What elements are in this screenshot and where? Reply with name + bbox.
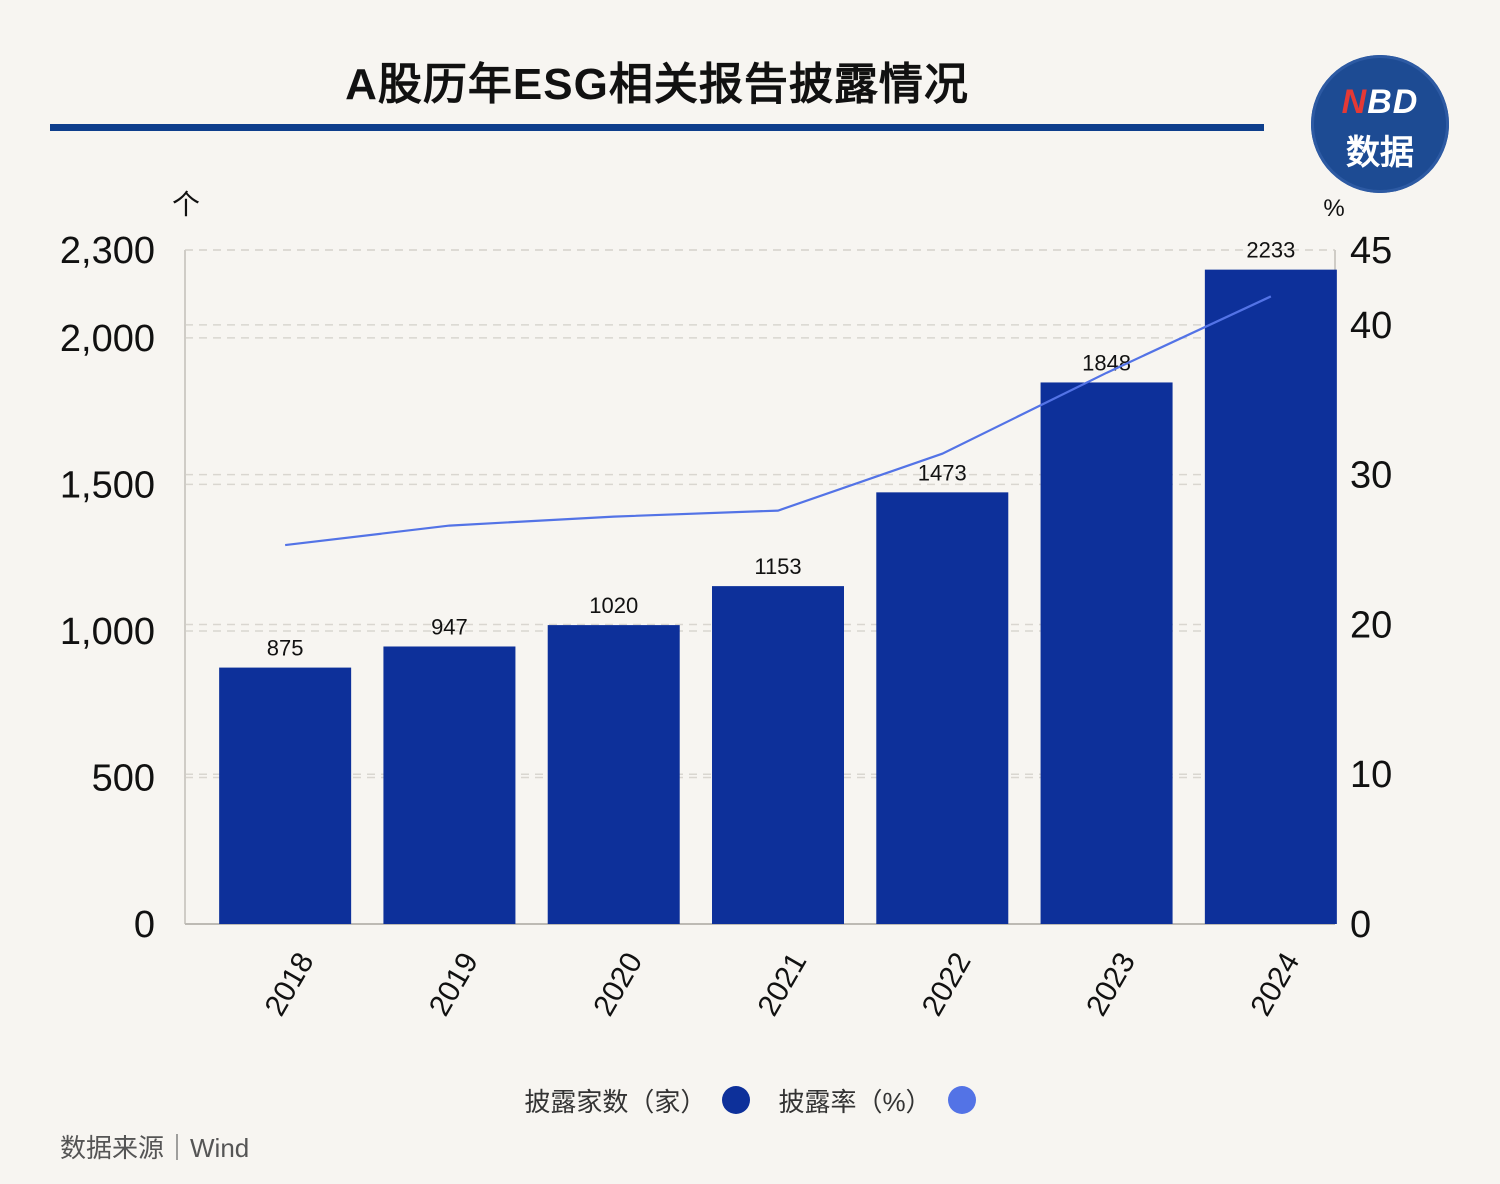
y-right-tick-label: 30 — [1350, 455, 1392, 497]
y-left-unit: 个 — [172, 188, 200, 221]
chart-title: A股历年ESG相关报告披露情况 — [345, 60, 969, 109]
y-right-tick-label: 20 — [1350, 604, 1392, 646]
bar-value-label: 875 — [267, 636, 304, 661]
y-left-tick-label: 1,500 — [60, 464, 155, 506]
bar-value-label: 1848 — [1082, 350, 1131, 375]
x-tick-label: 2021 — [751, 947, 813, 1021]
nbd-logo: NBD 数据 — [1311, 55, 1449, 193]
x-tick-label: 2018 — [259, 947, 321, 1021]
bar-2020 — [547, 625, 680, 924]
bar-2021 — [712, 586, 844, 924]
bar-2023 — [1040, 382, 1173, 924]
bar-2019 — [383, 646, 516, 924]
legend-item-count: 披露家数（家） — [524, 1082, 751, 1119]
legend-label-count: 披露家数（家） — [524, 1086, 707, 1117]
bar-2018 — [219, 667, 352, 924]
legend-swatch-count — [722, 1086, 751, 1114]
bar-2022 — [876, 492, 1009, 924]
bar-value-label: 1020 — [589, 593, 638, 618]
y-right-tick-label: 0 — [1350, 904, 1371, 946]
logo-sub: 数据 — [1346, 134, 1414, 172]
y-left-tick-label: 2,300 — [60, 230, 155, 272]
x-tick-label: 2020 — [587, 947, 649, 1021]
x-tick-label: 2023 — [1080, 947, 1142, 1021]
logo-brand: NBD — [1341, 83, 1419, 121]
y-left-tick-label: 500 — [92, 757, 155, 799]
y-right-unit: % — [1323, 195, 1344, 222]
legend-item-rate: 披露率（%） — [778, 1082, 976, 1119]
rate-line — [285, 295, 1272, 547]
x-tick-label: 2022 — [916, 947, 978, 1021]
bar-value-label: 947 — [431, 614, 468, 639]
y-left-tick-label: 0 — [134, 904, 155, 946]
y-left-tick-label: 2,000 — [60, 318, 155, 360]
data-source: 数据来源｜Wind — [60, 1133, 250, 1163]
legend-label-rate: 披露率（%） — [778, 1086, 932, 1117]
y-right-tick-label: 45 — [1350, 230, 1392, 272]
bar-2024 — [1204, 269, 1337, 924]
legend-swatch-rate — [947, 1086, 976, 1114]
y-left-tick-label: 1,000 — [60, 611, 155, 653]
x-tick-label: 2024 — [1244, 947, 1306, 1021]
y-right-tick-label: 10 — [1350, 754, 1392, 796]
bar-value-label: 2233 — [1246, 238, 1295, 263]
x-tick-label: 2019 — [423, 947, 485, 1021]
bar-value-label: 1473 — [918, 460, 967, 485]
legend: 披露家数（家） 披露率（%） — [0, 1080, 1500, 1120]
bar-value-label: 1153 — [754, 554, 801, 579]
title-divider — [50, 124, 1264, 131]
y-right-tick-label: 40 — [1350, 305, 1392, 347]
